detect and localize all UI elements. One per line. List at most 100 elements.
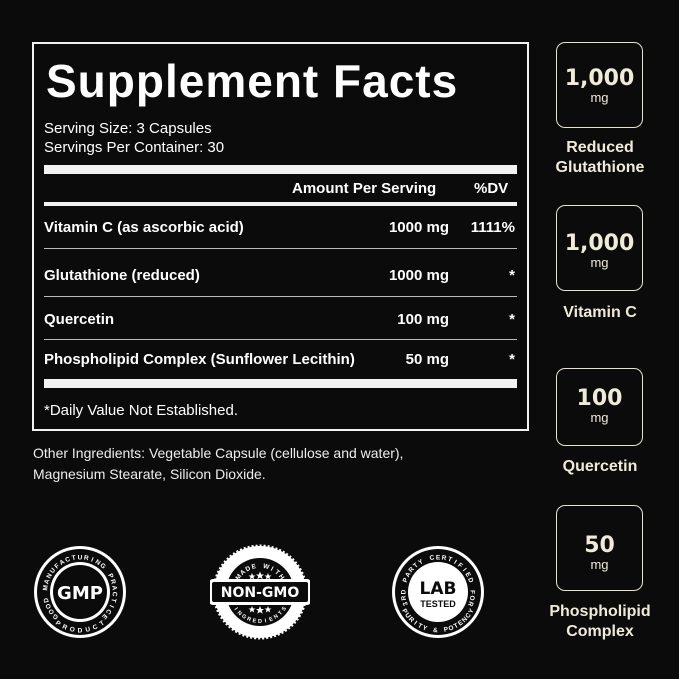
svg-text:F: F — [53, 562, 61, 570]
svg-text:E: E — [100, 612, 108, 620]
highlight-value: 100 — [576, 386, 623, 411]
svg-text:O: O — [45, 602, 53, 609]
svg-text:P: P — [402, 576, 410, 583]
row-name: Glutathione (reduced) — [44, 267, 200, 284]
svg-text:TESTED: TESTED — [420, 599, 456, 609]
svg-text:A: A — [58, 558, 66, 567]
svg-text:C: C — [64, 556, 71, 564]
svg-text:LAB: LAB — [420, 579, 457, 599]
highlight-value: 1,000 — [564, 231, 635, 256]
svg-text:M: M — [235, 573, 244, 581]
svg-text:D: D — [258, 619, 262, 625]
svg-text:T: T — [277, 610, 284, 617]
svg-text:GMP: GMP — [57, 583, 103, 604]
svg-text:O: O — [69, 626, 75, 634]
row-dv: * — [509, 311, 515, 328]
svg-text:C: C — [92, 623, 99, 631]
svg-text:T: T — [109, 597, 117, 603]
svg-text:D: D — [466, 577, 474, 584]
svg-text:T: T — [447, 556, 453, 564]
row-amount: 100 mg — [397, 311, 449, 328]
row-dv: * — [509, 351, 515, 368]
highlight-label: Vitamin C — [563, 304, 637, 321]
highlight-label: Quercetin — [562, 458, 638, 475]
servings-per-container: Servings Per Container: 30 — [44, 139, 225, 156]
svg-text:C: C — [111, 592, 118, 597]
divider-thick — [44, 165, 517, 174]
highlight-unit: mg — [590, 557, 609, 572]
svg-text:P: P — [400, 608, 409, 616]
svg-text:I: I — [412, 620, 418, 627]
svg-text:U: U — [49, 567, 58, 575]
row-amount: 50 mg — [405, 351, 449, 368]
svg-text:C: C — [464, 612, 473, 620]
svg-text:NON-GMO: NON-GMO — [221, 585, 300, 601]
svg-text:I: I — [269, 566, 274, 573]
svg-text:O: O — [468, 595, 476, 601]
svg-text:I: I — [264, 618, 267, 624]
svg-text:D: D — [244, 565, 252, 574]
svg-text:D: D — [78, 627, 83, 634]
other-ingredients-line2: Magnesium Stearate, Silicon Dioxide. — [33, 466, 266, 482]
highlight-card: 100 mg — [556, 368, 643, 446]
svg-text:E: E — [457, 619, 465, 628]
svg-text:U: U — [403, 612, 412, 620]
svg-text:I: I — [90, 556, 94, 563]
svg-text:U: U — [85, 626, 91, 634]
highlight-unit: mg — [590, 90, 609, 105]
svg-text:R: R — [400, 595, 408, 601]
svg-text:S: S — [281, 606, 288, 613]
svg-text:G: G — [98, 562, 106, 571]
highlight-unit: mg — [590, 410, 609, 425]
svg-text:E: E — [464, 571, 473, 579]
row-divider — [44, 248, 517, 249]
svg-text:A: A — [43, 578, 51, 585]
highlight-unit: mg — [590, 255, 609, 270]
svg-text:G: G — [240, 613, 247, 620]
svg-text:T: T — [99, 620, 106, 628]
svg-text:&: & — [433, 627, 438, 634]
svg-text:E: E — [268, 616, 274, 623]
svg-text:A: A — [404, 571, 413, 579]
svg-text:E: E — [251, 563, 258, 571]
row-divider — [44, 339, 517, 340]
svg-text:T: T — [453, 622, 460, 630]
svg-text:O: O — [48, 607, 57, 615]
svg-text:A: A — [239, 568, 247, 577]
highlight-card: 50 mg — [556, 505, 643, 591]
row-divider — [44, 296, 517, 297]
footnote: *Daily Value Not Established. — [44, 402, 238, 419]
svg-text:I: I — [108, 604, 115, 609]
svg-text:R: R — [408, 566, 417, 574]
svg-text:T: T — [416, 622, 423, 630]
star-icons — [248, 571, 272, 614]
svg-text:R: R — [246, 616, 252, 623]
svg-text:F: F — [469, 590, 476, 594]
svg-text:N: N — [46, 572, 55, 580]
svg-text:N: N — [94, 558, 102, 567]
row-amount: 1000 mg — [388, 267, 449, 284]
svg-text:I: I — [233, 607, 239, 612]
svg-text:O: O — [448, 624, 455, 632]
svg-text:R: R — [109, 579, 117, 586]
highlight-value: 50 — [584, 533, 615, 558]
svg-text:U: U — [78, 554, 83, 561]
serving-size: Serving Size: 3 Capsules — [44, 120, 212, 137]
svg-text:3: 3 — [402, 600, 410, 606]
svg-text:D: D — [400, 589, 407, 594]
svg-text:R: R — [466, 600, 474, 607]
svg-text:R: R — [61, 623, 68, 631]
svg-text:A: A — [110, 585, 118, 591]
svg-text:E: E — [252, 618, 257, 625]
svg-text:I: I — [461, 567, 468, 573]
highlight-value: 1,000 — [564, 66, 635, 91]
svg-text:T: T — [71, 555, 76, 563]
panel-title: Supplement Facts — [46, 55, 459, 107]
divider-medium — [44, 202, 517, 206]
supplement-facts-panel: Supplement Facts Serving Size: 3 Capsule… — [32, 42, 529, 431]
svg-text:R: R — [83, 554, 89, 562]
